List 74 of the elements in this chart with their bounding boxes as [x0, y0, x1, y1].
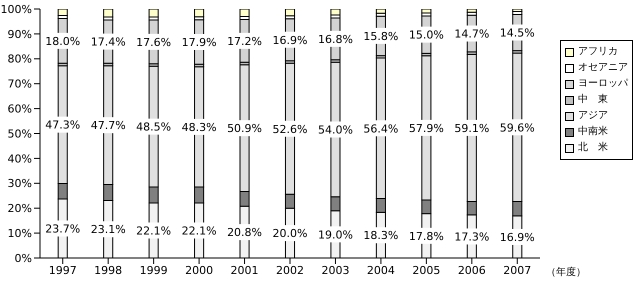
data-label: 23.1%	[90, 223, 126, 236]
data-label: 56.4%	[363, 122, 398, 136]
data-label: 54.0%	[318, 124, 353, 137]
data-label: 48.3%	[182, 120, 217, 134]
data-label: 57.9%	[408, 122, 444, 135]
bar	[466, 9, 477, 13]
bar	[376, 9, 386, 14]
bar	[103, 9, 114, 18]
y-tick-label: 30%	[8, 177, 32, 190]
y-tick-label: 0%	[14, 252, 32, 265]
data-label: 17.8%	[408, 230, 444, 243]
x-tick-label: 2002	[276, 264, 304, 277]
x-tick-label: 2001	[230, 264, 259, 277]
data-label: 15.0%	[408, 28, 444, 42]
y-tick-label: 90%	[8, 28, 32, 41]
data-label: 14.5%	[500, 26, 535, 40]
x-tick-label: 1998	[94, 264, 122, 277]
data-label: 22.1%	[136, 224, 172, 238]
legend-label: アジア	[578, 109, 608, 123]
data-label: 14.7%	[454, 28, 490, 41]
legend-label: 中南米	[578, 124, 608, 139]
legend-label: 中 東	[578, 92, 608, 107]
legend-label: 北 米	[578, 140, 608, 155]
data-label: 50.9%	[227, 122, 262, 136]
y-tick-label: 60%	[8, 102, 32, 116]
x-tick-label: 2003	[321, 264, 350, 277]
bar	[58, 9, 68, 16]
bar	[148, 9, 159, 18]
data-label: 17.9%	[182, 36, 217, 49]
data-label: 15.8%	[363, 30, 398, 43]
data-label: 16.9%	[272, 34, 308, 47]
data-label: 17.3%	[454, 230, 490, 244]
data-label: 22.1%	[182, 224, 217, 238]
x-tick-label: 1997	[48, 264, 77, 277]
data-label: 17.2%	[227, 34, 262, 48]
x-tick-label: 2006	[458, 264, 486, 277]
data-label: 20.8%	[227, 226, 262, 240]
bar	[194, 9, 204, 18]
bar	[421, 9, 432, 14]
data-label: 20.0%	[272, 227, 308, 240]
data-label: 17.6%	[136, 36, 172, 49]
bar	[240, 9, 250, 17]
y-tick-label: 50%	[8, 127, 32, 140]
data-label: 17.4%	[90, 36, 126, 49]
x-tick-label: 2007	[503, 264, 532, 277]
y-tick-label: 100%	[0, 2, 32, 16]
x-axis-title: （年度）	[546, 266, 586, 279]
data-label: 47.7%	[90, 119, 126, 132]
x-tick-label: 2005	[412, 264, 440, 277]
data-label: 18.3%	[363, 229, 398, 242]
data-label: 47.3%	[45, 118, 80, 132]
y-tick-label: 80%	[8, 52, 32, 66]
y-tick-label: 10%	[8, 227, 32, 240]
bar	[512, 9, 522, 12]
data-label: 59.1%	[454, 122, 490, 135]
data-label: 59.6%	[500, 121, 535, 134]
legend-label: ヨーロッパ	[578, 77, 628, 91]
x-tick-label: 1999	[140, 264, 168, 277]
data-label: 48.5%	[136, 120, 172, 134]
x-tick-label: 2004	[366, 264, 395, 277]
data-label: 52.6%	[272, 122, 308, 136]
data-label: 16.9%	[500, 230, 535, 244]
data-label: 23.7%	[45, 222, 80, 236]
data-label: 19.0%	[318, 228, 353, 242]
y-tick-label: 20%	[8, 202, 32, 216]
bar	[330, 9, 340, 16]
y-tick-label: 70%	[8, 78, 32, 91]
legend-label: アフリカ	[578, 45, 618, 59]
x-tick-label: 2000	[185, 264, 214, 277]
bar	[284, 9, 296, 16]
data-label: 16.8%	[318, 32, 353, 46]
data-label: 18.0%	[45, 34, 80, 48]
y-tick-label: 40%	[8, 152, 32, 166]
legend-label: オセアニア	[578, 61, 628, 75]
